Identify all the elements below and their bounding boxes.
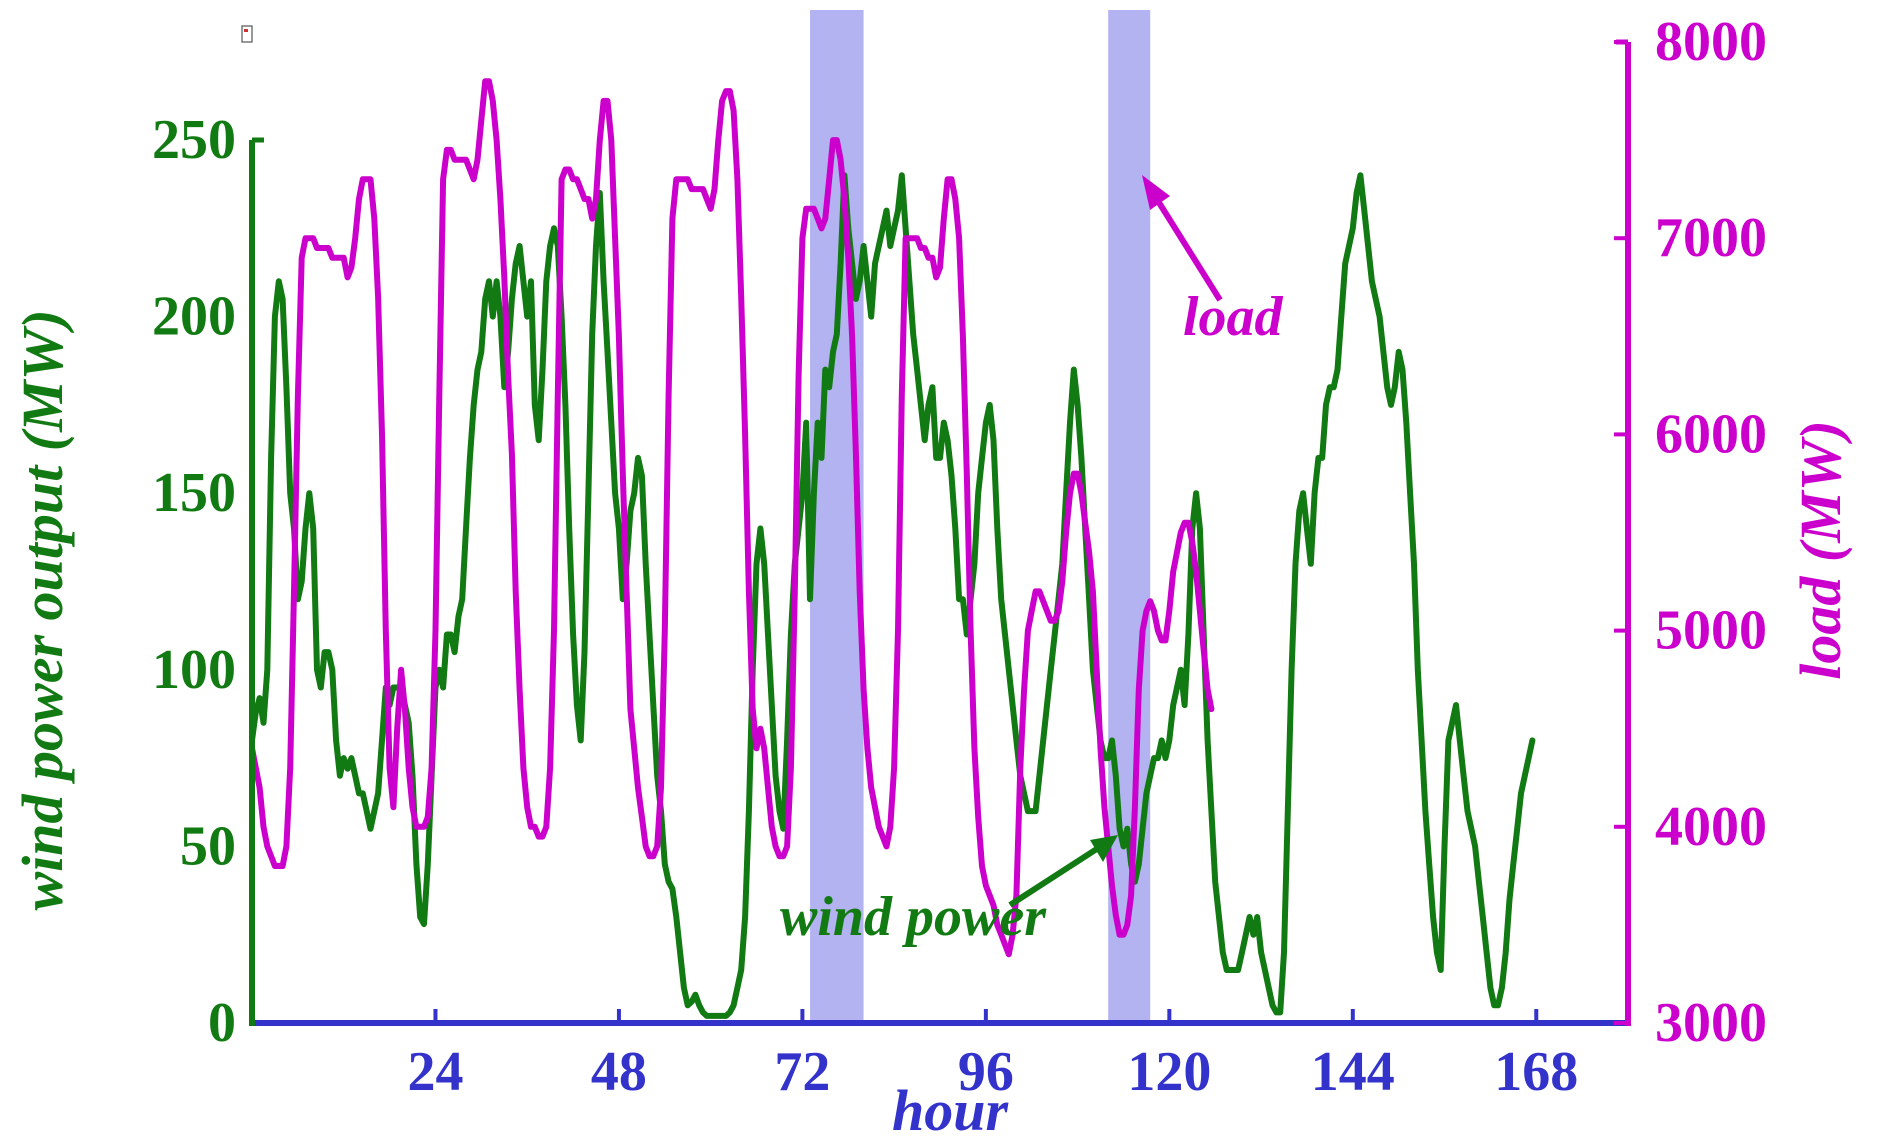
wind-annotation-label: wind power bbox=[780, 886, 1047, 948]
left-tick-label: 0 bbox=[208, 992, 236, 1054]
load-annotation-arrow bbox=[1145, 183, 1223, 302]
wind-annotation-arrow bbox=[1008, 840, 1108, 908]
x-tick-label: 72 bbox=[774, 1041, 830, 1103]
right-axis-title: load (MW) bbox=[1788, 420, 1853, 679]
tick-labels: 24 48 72 96 120 144 168 0 50 100 150 200 250 3000 4000… bbox=[152, 11, 1767, 1103]
right-tick-label: 3000 bbox=[1655, 992, 1767, 1054]
x-tick-label: 120 bbox=[1127, 1041, 1211, 1103]
wind-arrowhead bbox=[1090, 835, 1118, 862]
series-line-load bbox=[249, 78, 1215, 958]
left-tick-label: 150 bbox=[152, 462, 236, 524]
annotations: load wind power bbox=[780, 175, 1284, 948]
load-arrowhead bbox=[1142, 175, 1170, 210]
mini-icon bbox=[241, 25, 253, 43]
left-tick-label: 50 bbox=[180, 815, 236, 877]
x-tick-label: 24 bbox=[407, 1041, 463, 1103]
x-tick-label: 96 bbox=[958, 1041, 1014, 1103]
axes bbox=[249, 39, 1631, 1026]
right-tick-label: 7000 bbox=[1655, 207, 1767, 269]
mini-icon-bar bbox=[244, 29, 248, 32]
left-tick-label: 250 bbox=[152, 109, 236, 171]
series-lines bbox=[249, 78, 1536, 1019]
right-tick-label: 8000 bbox=[1655, 11, 1767, 73]
left-tick-label: 100 bbox=[152, 639, 236, 701]
x-axis-title: hour bbox=[892, 1078, 1009, 1138]
x-tick-label: 168 bbox=[1494, 1041, 1578, 1103]
left-tick-label: 200 bbox=[152, 286, 236, 348]
right-tick-label: 6000 bbox=[1655, 403, 1767, 465]
x-tick-label: 48 bbox=[591, 1041, 647, 1103]
right-tick-label: 5000 bbox=[1655, 600, 1767, 662]
load-annotation-label: load bbox=[1183, 286, 1284, 348]
right-tick-label: 4000 bbox=[1655, 796, 1767, 858]
x-tick-label: 144 bbox=[1311, 1041, 1395, 1103]
left-axis-title: wind power output (MW) bbox=[10, 309, 75, 910]
series-line-wind-power bbox=[249, 172, 1536, 1019]
